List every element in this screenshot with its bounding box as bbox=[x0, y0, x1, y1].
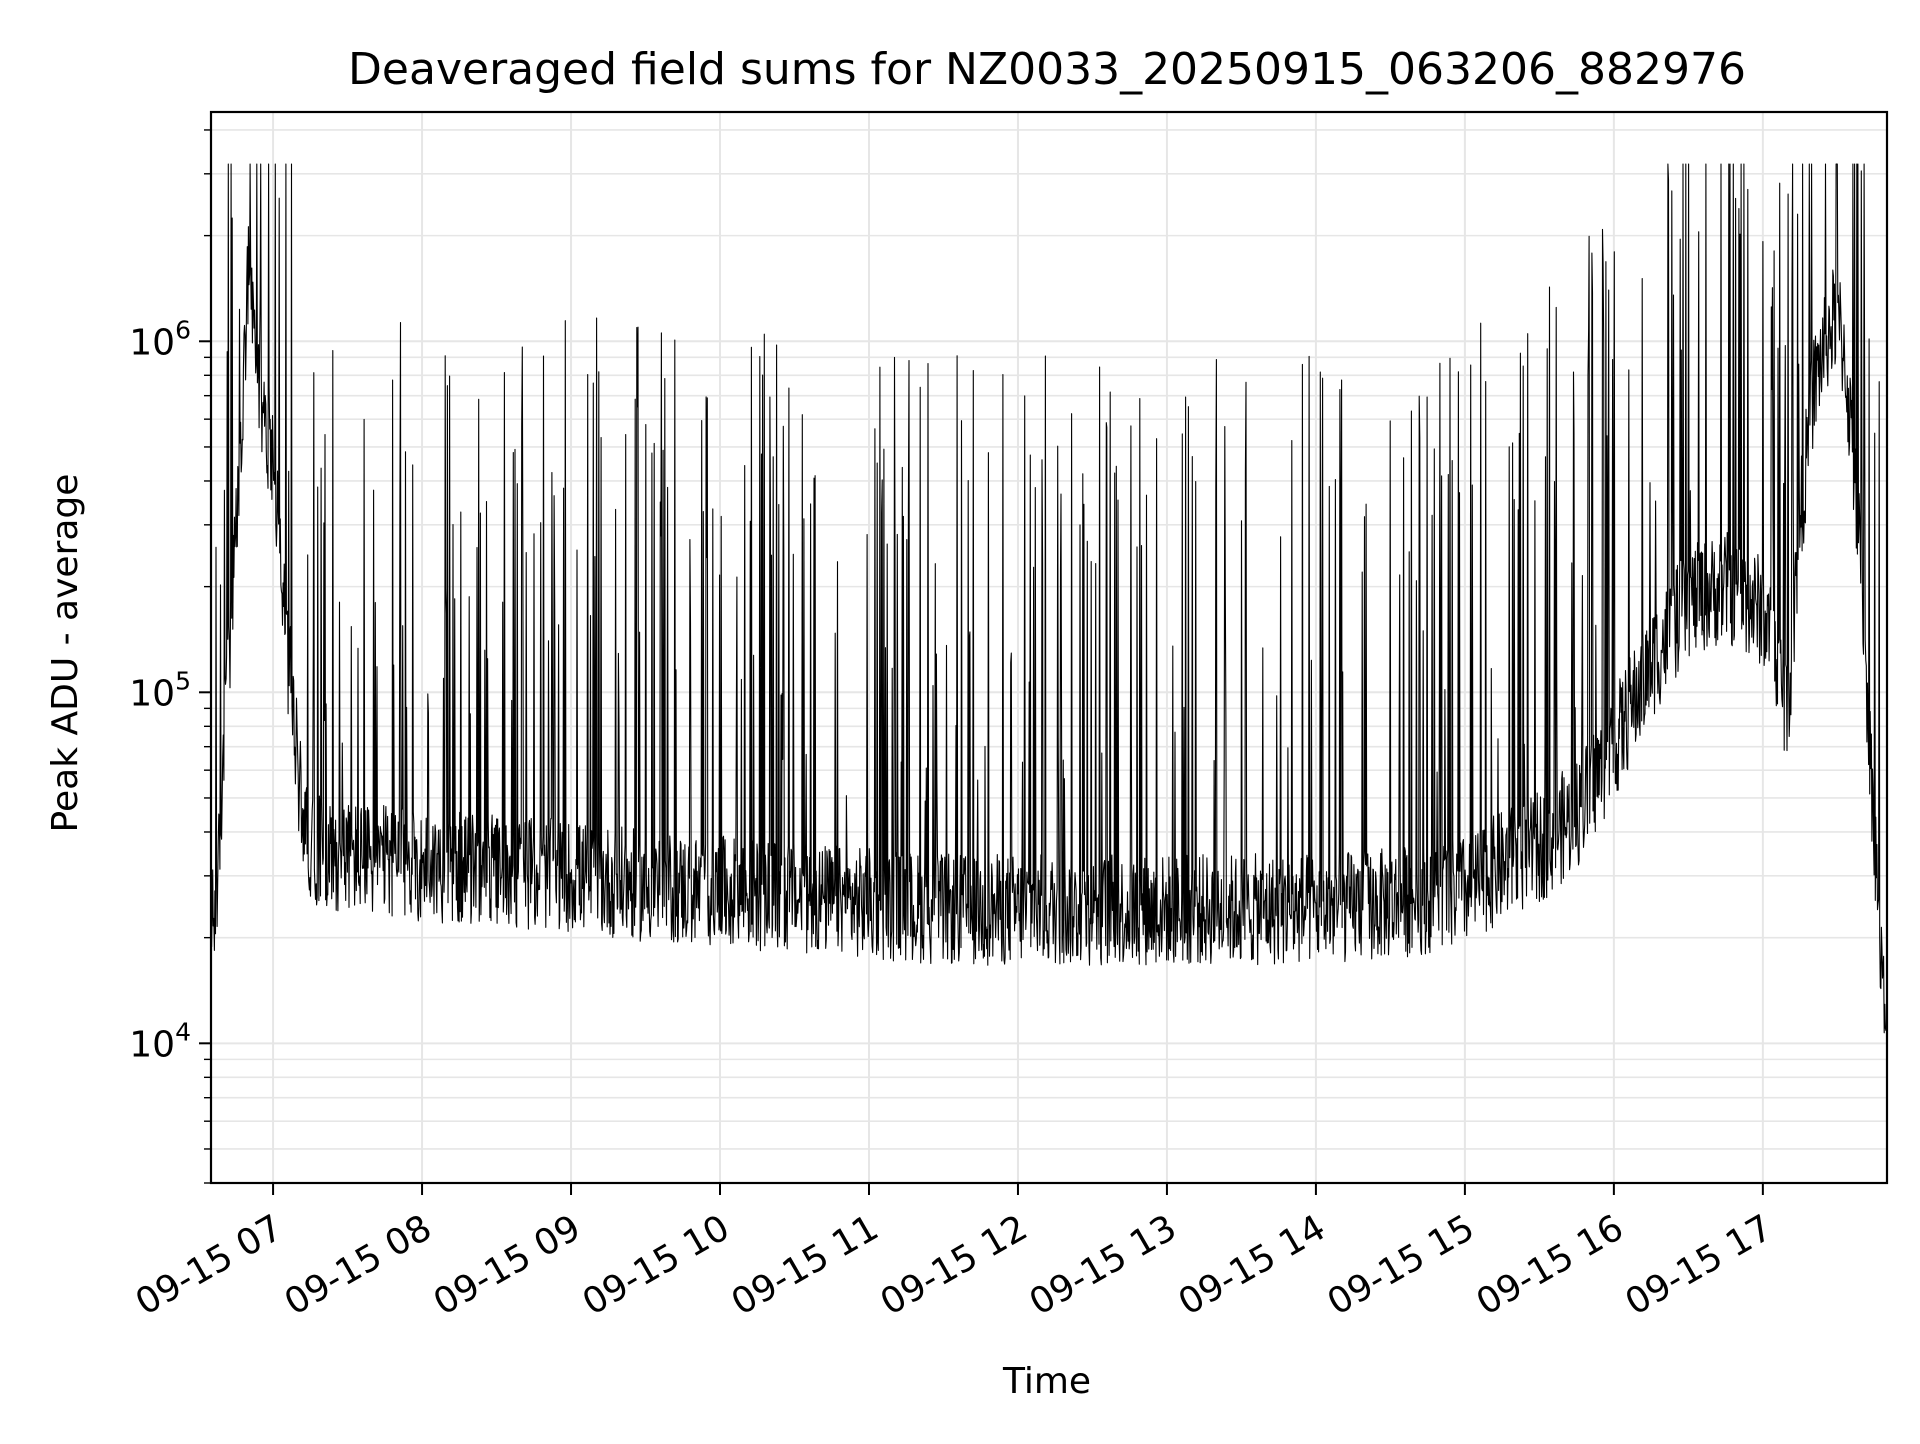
y-tick-label: 106 bbox=[129, 315, 191, 363]
plot-frame bbox=[209, 110, 1889, 1185]
y-tick-label: 105 bbox=[129, 666, 191, 714]
y-tick-label: 104 bbox=[129, 1017, 191, 1065]
chart-title: Deaveraged field sums for NZ0033_2025091… bbox=[348, 44, 1746, 95]
x-axis-label: Time bbox=[1002, 1361, 1091, 1402]
series-line bbox=[210, 163, 1888, 1034]
y-axis-label: Peak ADU - average bbox=[45, 474, 86, 833]
